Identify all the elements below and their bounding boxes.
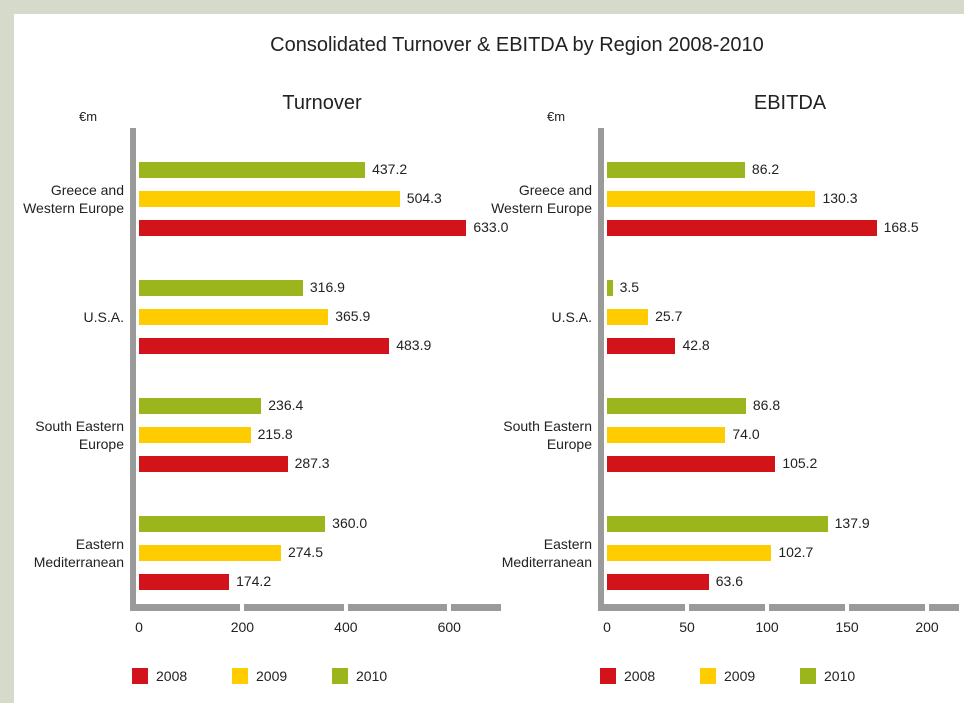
x-tick (685, 604, 689, 611)
x-tick (343, 604, 348, 611)
value-label: 483.9 (396, 337, 432, 353)
legend-swatch (800, 668, 816, 684)
value-label: 86.8 (752, 397, 781, 413)
value-label: 215.8 (257, 426, 293, 442)
legend-label: 2008 (624, 668, 656, 684)
y-axis (598, 128, 604, 611)
bar (139, 456, 288, 472)
value-label: 168.5 (883, 219, 919, 235)
category-label: South Eastern Europe (503, 418, 592, 452)
value-label: 633.0 (473, 219, 509, 235)
legend-swatch (232, 668, 248, 684)
bar (607, 456, 776, 472)
bar (139, 574, 230, 590)
value-label: 437.2 (372, 161, 408, 177)
bar (607, 574, 709, 590)
bar (139, 427, 251, 443)
x-tick (137, 604, 141, 611)
page-title: Consolidated Turnover & EBITDA by Region… (270, 34, 764, 56)
value-label: 236.4 (268, 397, 304, 413)
bar (607, 338, 676, 354)
chart-title: EBITDA (753, 92, 827, 114)
legend-label: 2010 (824, 668, 856, 684)
value-label: 137.9 (834, 515, 870, 531)
bar (139, 191, 400, 207)
value-label: 287.3 (294, 455, 330, 471)
bar (139, 220, 467, 236)
legend-label: 2008 (156, 668, 188, 684)
chart-title: Turnover (282, 92, 362, 114)
legend-label: 2010 (356, 668, 388, 684)
legend-swatch (600, 668, 616, 684)
value-label: 174.2 (236, 573, 272, 589)
category-label: U.S.A. (83, 309, 124, 325)
value-label: 316.9 (309, 279, 345, 295)
category-label: Greece and Western Europe (23, 182, 124, 216)
x-tick-label: 100 (755, 619, 779, 635)
category-label: Greece and Western Europe (491, 182, 592, 216)
value-label: 504.3 (406, 190, 442, 206)
bar (607, 162, 745, 178)
x-tick-label: 200 (230, 619, 255, 635)
x-tick-label: 0 (603, 619, 611, 635)
y-axis (130, 128, 136, 611)
x-axis (598, 604, 959, 611)
value-label: 63.6 (715, 573, 743, 589)
bar (139, 280, 303, 296)
x-axis (130, 604, 501, 611)
bar (607, 220, 877, 236)
value-label: 25.7 (655, 308, 683, 324)
legend-label: 2009 (256, 668, 288, 684)
bar (139, 545, 281, 561)
bar (607, 427, 726, 443)
category-label: South Eastern Europe (35, 418, 124, 452)
value-label: 86.2 (751, 161, 780, 177)
bar (607, 191, 816, 207)
bar (607, 545, 772, 561)
x-tick (925, 604, 929, 611)
bar (139, 338, 390, 354)
x-tick (447, 604, 452, 611)
unit-label: €m (547, 109, 566, 124)
value-label: 274.5 (287, 544, 323, 560)
x-tick-label: 400 (334, 619, 358, 635)
x-tick-label: 600 (437, 619, 461, 635)
bar (607, 280, 613, 296)
x-tick (240, 604, 245, 611)
bar (139, 309, 329, 325)
unit-label: €m (79, 109, 98, 124)
category-label: Eastern Mediterranean (33, 536, 124, 570)
value-label: 42.8 (682, 337, 710, 353)
value-label: 130.3 (822, 190, 858, 206)
x-tick (845, 604, 849, 611)
category-label: Eastern Mediterranean (501, 536, 592, 570)
x-tick-label: 200 (915, 619, 939, 635)
bar (139, 398, 262, 414)
legend-swatch (332, 668, 348, 684)
bar (607, 398, 746, 414)
x-tick-label: 50 (679, 619, 695, 635)
x-tick (605, 604, 609, 611)
value-label: 3.5 (619, 279, 640, 295)
x-tick-label: 0 (135, 619, 143, 635)
legend-swatch (700, 668, 716, 684)
bar (139, 162, 366, 178)
value-label: 360.0 (332, 515, 368, 531)
category-label: U.S.A. (551, 309, 592, 325)
value-label: 74.0 (732, 426, 760, 442)
value-label: 105.2 (782, 455, 818, 471)
bar (139, 516, 326, 532)
value-label: 102.7 (778, 544, 814, 560)
bar (607, 309, 649, 325)
value-label: 365.9 (335, 308, 371, 324)
x-tick (765, 604, 769, 611)
x-tick-label: 150 (835, 619, 859, 635)
legend-label: 2009 (724, 668, 756, 684)
legend-swatch (132, 668, 148, 684)
bar (607, 516, 828, 532)
